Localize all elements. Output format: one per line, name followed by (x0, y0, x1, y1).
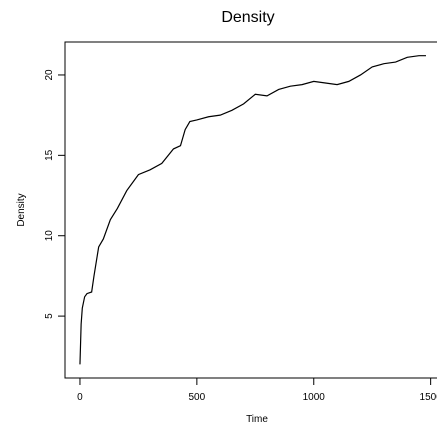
y-tick-label: 15 (44, 149, 55, 161)
data-line (79, 55, 426, 365)
x-axis-label: Time (246, 414, 268, 425)
y-tick-label: 20 (44, 69, 55, 81)
plot-frame (64, 41, 437, 379)
x-tick-label: 1000 (303, 392, 326, 403)
y-tick-label: 5 (44, 313, 55, 319)
x-tick-label: 0 (77, 392, 83, 403)
chart-title: Density (221, 9, 274, 26)
x-tick-label: 1500 (420, 392, 437, 403)
x-tick-label: 500 (189, 392, 206, 403)
y-axis-label: Density (16, 193, 27, 226)
y-tick-label: 10 (44, 230, 55, 242)
